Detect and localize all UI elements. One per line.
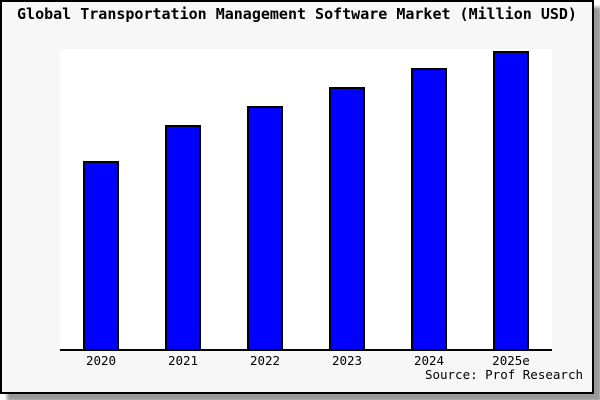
chart-title: Global Transportation Management Softwar… bbox=[17, 5, 577, 23]
bar-2022 bbox=[247, 106, 283, 349]
plot-area bbox=[60, 49, 552, 351]
x-axis-labels: 2020 2021 2022 2023 2024 2025e bbox=[60, 353, 552, 369]
source-note: Source: Prof Research bbox=[424, 367, 583, 382]
x-tick-label-2021: 2021 bbox=[167, 353, 199, 368]
x-tick-label-2025e: 2025e bbox=[492, 353, 530, 368]
x-tick-label-2023: 2023 bbox=[331, 353, 363, 368]
x-tick-label-2024: 2024 bbox=[413, 353, 445, 368]
bar-2023 bbox=[329, 87, 365, 349]
chart-frame: Global Transportation Management Softwar… bbox=[0, 0, 594, 394]
bar-2024 bbox=[411, 68, 447, 349]
bar-2025e bbox=[493, 51, 529, 349]
x-tick-label-2020: 2020 bbox=[85, 353, 117, 368]
bar-2021 bbox=[165, 125, 201, 349]
x-tick-label-2022: 2022 bbox=[249, 353, 281, 368]
bar-2020 bbox=[83, 161, 119, 349]
